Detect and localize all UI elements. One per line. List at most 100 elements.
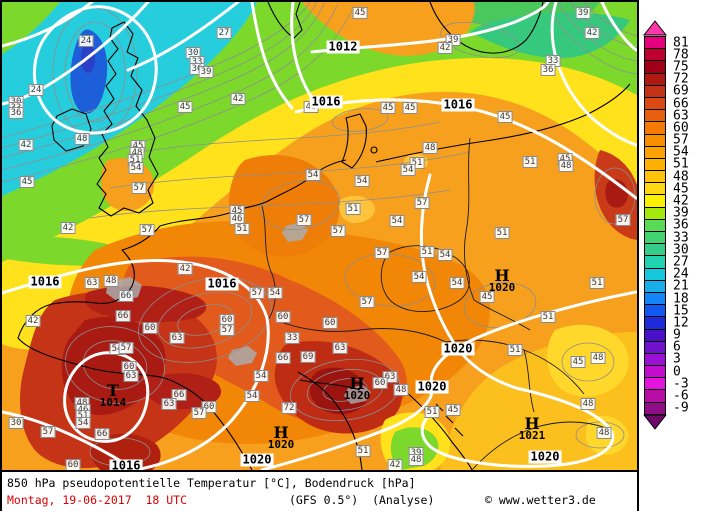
isobar-label: 1020	[528, 449, 562, 464]
copyright: © www.wetter3.de	[485, 493, 596, 507]
isobar-label: 1020	[441, 341, 475, 356]
legend-entry: 12	[644, 316, 704, 330]
contour-label: 66	[94, 428, 110, 440]
contour-label: 54	[400, 164, 416, 176]
pressure-center-value: 1020	[267, 438, 295, 451]
contour-label: 48	[408, 454, 424, 466]
contour-label: 66	[275, 352, 291, 364]
legend-value: 6	[673, 339, 681, 355]
contour-label: 45	[380, 102, 396, 114]
legend-entry: -9	[644, 400, 704, 416]
contour-label: 48	[590, 352, 606, 364]
contour-label: 51	[589, 277, 605, 289]
contour-label: 45	[570, 356, 586, 368]
pressure-center-letter: H	[273, 423, 289, 442]
legend-arrow-down-icon	[643, 414, 667, 430]
contour-label: 48	[103, 275, 119, 287]
map-label-layer: 2427303336392430333642454848424548515445…	[2, 2, 637, 470]
legend-value: 21	[673, 278, 689, 294]
legend-value: 63	[673, 108, 689, 124]
legend-arrow-up-icon	[643, 20, 667, 36]
contour-label: 54	[389, 215, 405, 227]
isobar-label: 1016	[441, 97, 475, 112]
isobar-label: 1012	[326, 39, 360, 54]
contour-label: 63	[169, 332, 185, 344]
pressure-center: T 1014	[100, 383, 127, 409]
isobar-label: 1016	[109, 459, 143, 470]
contour-label: 42	[387, 459, 403, 470]
legend-value: 3	[673, 351, 681, 367]
contour-label: 57	[249, 287, 265, 299]
contour-label: 42	[230, 93, 246, 105]
contour-label: 36	[540, 64, 556, 76]
contour-label: 54	[244, 390, 260, 402]
contour-label: 57	[359, 296, 375, 308]
contour-label: 33	[284, 332, 300, 344]
pressure-center-value: 1020	[488, 281, 516, 294]
contour-label: 60	[372, 377, 388, 389]
legend-value: 72	[673, 71, 689, 87]
contour-label: 48	[580, 398, 596, 410]
contour-label: 72	[281, 402, 297, 414]
legend-value: 24	[673, 266, 689, 282]
contour-label: 57	[139, 224, 155, 236]
legend-value: 48	[673, 169, 689, 185]
contour-label: 45	[479, 291, 495, 303]
legend-entry: 45	[644, 182, 704, 196]
legend-value: 75	[673, 59, 689, 75]
contour-label: 27	[216, 27, 232, 39]
contour-label: 48	[422, 142, 438, 154]
contour-label: 48	[393, 384, 409, 396]
contour-label: 60	[275, 311, 291, 323]
legend-rows: 81 78 75 72 69 66 63 60 57 54 51 48 45 42 39 36 33 30 27 24…	[644, 36, 704, 415]
contour-label: 48	[558, 160, 574, 172]
legend-entry: 51	[644, 156, 704, 172]
contour-label: 63	[123, 370, 139, 382]
contour-label: 57	[131, 182, 147, 194]
legend-value: 9	[673, 327, 681, 343]
contour-label: 57	[296, 214, 312, 226]
contour-label: 57	[40, 426, 56, 438]
map-datetime: Montag, 19-06-2017 18 UTC	[7, 493, 188, 507]
contour-label: 42	[60, 222, 76, 234]
contour-label: 63	[84, 277, 100, 289]
legend-entry: -6	[644, 389, 704, 403]
contour-label: 51	[234, 223, 250, 235]
legend-swatch	[644, 401, 666, 415]
contour-label: 57	[374, 247, 390, 259]
contour-label: 45	[19, 176, 35, 188]
legend-value: 51	[673, 156, 689, 172]
isobars	[2, 2, 637, 470]
contour-label: 48	[74, 133, 90, 145]
contour-label: 42	[25, 315, 41, 327]
contour-label: 51	[419, 246, 435, 258]
contour-label: 45	[352, 7, 368, 19]
contour-label: 45	[445, 404, 461, 416]
isobar-label: 1016	[205, 276, 239, 291]
contour-label: 63	[161, 398, 177, 410]
legend-value: -9	[673, 400, 689, 416]
weather-map-canvas	[2, 2, 637, 470]
contour-label: 48	[596, 427, 612, 439]
contour-label: 63	[332, 342, 348, 354]
pressure-center: H 1020	[488, 268, 516, 294]
contour-label: 54	[75, 417, 91, 429]
contour-label: 54	[437, 249, 453, 261]
legend-entry: 69	[644, 84, 704, 98]
map-frame: 2427303336392430333642454848424548515445…	[0, 0, 639, 511]
contour-label: 36	[8, 107, 24, 119]
contour-label: 54	[128, 162, 144, 174]
legend-value: 30	[673, 242, 689, 258]
contour-label: 69	[300, 351, 316, 363]
contour-label: 51	[522, 156, 538, 168]
legend-value: 36	[673, 217, 689, 233]
legend-value: 0	[673, 364, 681, 380]
contour-label: 39	[198, 66, 214, 78]
contour-label: 45	[497, 111, 513, 123]
legend-value: 66	[673, 96, 689, 112]
contour-label: 24	[28, 84, 44, 96]
pressure-center: H 1021	[519, 414, 546, 442]
legend-value: 78	[673, 47, 689, 63]
legend-value: 15	[673, 303, 689, 319]
pressure-center-letter: H	[524, 414, 540, 433]
